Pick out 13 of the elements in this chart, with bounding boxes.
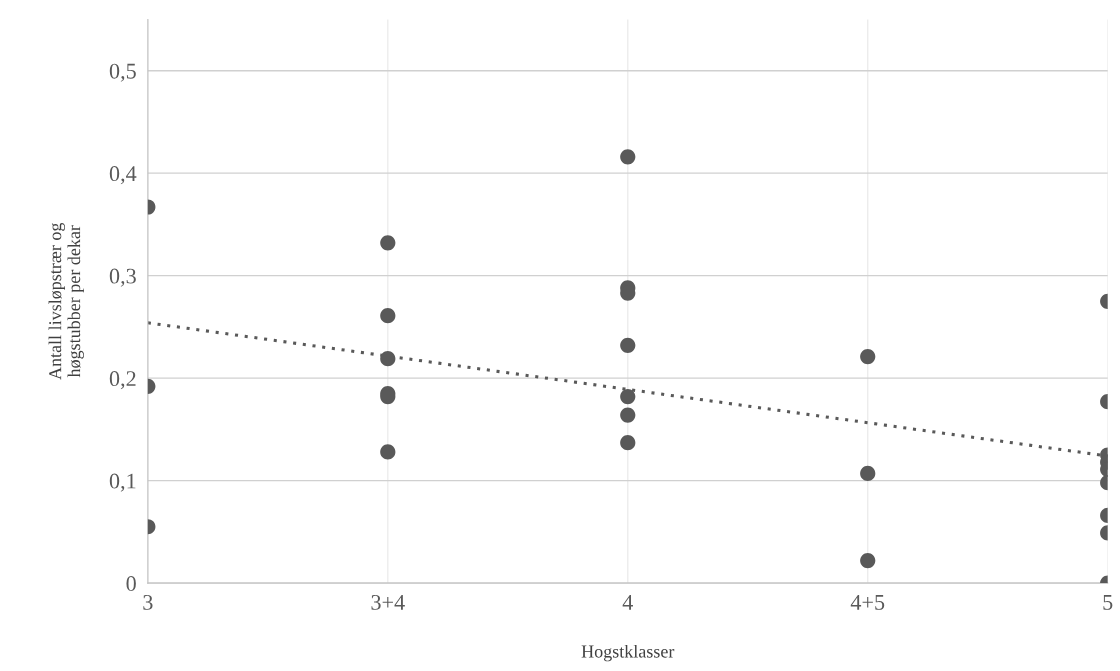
y-tick-label: 0 — [126, 576, 136, 592]
y-tick-label: 0,5 — [109, 63, 136, 82]
y-tick-label: 0,3 — [109, 268, 136, 287]
x-axis-title: Hogstklasser — [581, 644, 675, 662]
y-tick-label: 0,4 — [109, 166, 137, 185]
x-tick-label: 3 — [143, 594, 153, 610]
y-tick-label: 0,1 — [109, 473, 136, 492]
x-tick-label: 4 — [622, 595, 633, 610]
y-axis-title: Antall livsløpstrær og høgstubber per dekar — [48, 222, 84, 380]
y-tick-label: 0,2 — [109, 371, 136, 390]
x-tick-label: 3+4 — [371, 594, 405, 610]
x-tick-label: 5 — [1103, 595, 1113, 610]
x-tick-label: 4+5 — [850, 595, 885, 610]
